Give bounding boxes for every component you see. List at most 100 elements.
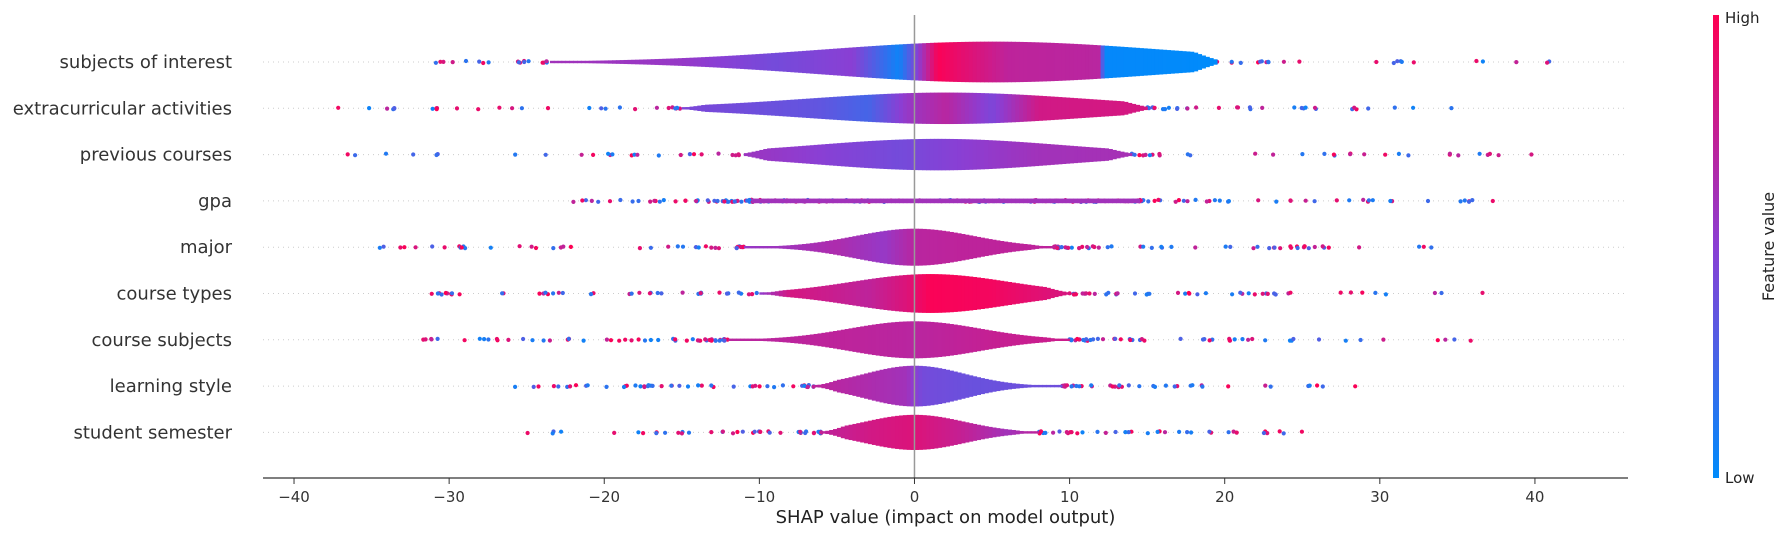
shap-dot bbox=[459, 245, 464, 250]
shap-dot bbox=[758, 429, 763, 434]
shap-dot bbox=[541, 338, 546, 343]
shap-dot bbox=[1383, 152, 1388, 157]
violin-slice bbox=[681, 58, 687, 66]
violin-slice bbox=[1003, 429, 1009, 436]
violin-slice bbox=[708, 104, 714, 113]
violin-slice bbox=[829, 429, 834, 435]
violin-slice bbox=[972, 41, 978, 83]
colorbar-high-label: High bbox=[1725, 9, 1759, 27]
feature-label: major bbox=[180, 237, 233, 258]
shap-dot bbox=[675, 244, 680, 249]
violin-slice bbox=[1123, 47, 1129, 77]
feature-label: course types bbox=[117, 284, 232, 305]
violin-slice bbox=[1050, 288, 1055, 299]
violin-slice bbox=[565, 60, 570, 64]
violin-slice bbox=[786, 336, 791, 343]
shap-dot bbox=[1281, 59, 1286, 64]
violin-slice bbox=[933, 229, 939, 265]
violin-slice bbox=[1054, 289, 1059, 298]
violin-slice bbox=[972, 277, 978, 310]
shap-dot bbox=[705, 198, 710, 203]
violin-slice bbox=[844, 329, 850, 351]
violin-slice bbox=[1104, 100, 1109, 117]
violin-slice bbox=[1007, 429, 1013, 436]
violin-slice bbox=[972, 423, 978, 441]
violin-slice bbox=[805, 198, 811, 204]
violin-slice bbox=[1003, 332, 1009, 347]
violin-slice bbox=[995, 428, 1001, 437]
violin-slice bbox=[650, 59, 656, 65]
violin-slice bbox=[755, 338, 760, 341]
shap-dot bbox=[1175, 290, 1181, 295]
violin-slice bbox=[867, 325, 873, 355]
violin-slice bbox=[988, 239, 993, 256]
violin-slice bbox=[984, 140, 989, 170]
violin-slice bbox=[860, 374, 865, 398]
violin-slice bbox=[867, 372, 873, 400]
violin-slice bbox=[875, 370, 881, 402]
violin-slice bbox=[767, 338, 772, 342]
violin-slice bbox=[980, 198, 985, 204]
feature-label: gpa bbox=[198, 191, 232, 212]
violin-slice bbox=[1015, 94, 1020, 123]
violin-slice bbox=[883, 93, 888, 123]
shap-dot bbox=[696, 245, 701, 250]
violin-slice bbox=[999, 41, 1005, 83]
violin-slice bbox=[992, 198, 997, 204]
violin-slice bbox=[949, 274, 954, 313]
violin-slice bbox=[1054, 43, 1059, 81]
violin-slice bbox=[1054, 338, 1059, 341]
violin-slice bbox=[840, 198, 846, 204]
violin-slice bbox=[875, 45, 881, 79]
violin-slice bbox=[1030, 42, 1036, 82]
violin-slice bbox=[918, 274, 923, 313]
violin-slice bbox=[875, 419, 881, 446]
violin-slice bbox=[976, 92, 981, 124]
x-tick-label: −10 bbox=[744, 488, 776, 506]
violin-slice bbox=[1197, 54, 1203, 70]
violin-slice bbox=[1116, 100, 1121, 116]
shap-dot bbox=[1207, 429, 1212, 434]
violin-slice bbox=[1061, 43, 1067, 81]
violin-slice bbox=[848, 377, 854, 395]
shap-dot bbox=[1260, 291, 1265, 296]
violin-slice bbox=[871, 140, 877, 169]
violin-slice bbox=[1061, 198, 1067, 204]
violin-slice bbox=[798, 51, 803, 73]
feature-row: student semester bbox=[73, 414, 1628, 450]
violin-slice bbox=[949, 419, 954, 446]
shap-dot bbox=[716, 246, 722, 251]
violin-slice bbox=[1085, 44, 1090, 80]
shap-dot bbox=[1263, 338, 1268, 343]
shap-dot bbox=[709, 430, 714, 435]
violin-slice bbox=[914, 228, 919, 266]
violin-slice bbox=[957, 92, 962, 124]
violin-slice bbox=[1026, 384, 1032, 388]
shap-dot bbox=[1374, 59, 1379, 65]
violin-slice bbox=[984, 278, 989, 309]
violin-slice bbox=[580, 60, 586, 64]
shap-dot bbox=[1289, 245, 1294, 250]
shap-dot bbox=[381, 244, 386, 249]
shap-dot bbox=[1425, 198, 1431, 204]
violin-slice bbox=[1034, 245, 1040, 249]
shap-dot bbox=[657, 199, 662, 204]
x-tick-label: 10 bbox=[1060, 488, 1079, 506]
violin-slice bbox=[883, 323, 888, 357]
violin-slice bbox=[1003, 93, 1009, 123]
shap-dot bbox=[476, 107, 481, 112]
shap-dot bbox=[433, 60, 438, 65]
violin-slice bbox=[708, 56, 714, 68]
violin-slice bbox=[852, 95, 857, 122]
shap-dot bbox=[544, 59, 549, 64]
violin-slice bbox=[898, 366, 904, 406]
shap-dot bbox=[560, 290, 565, 296]
violin-slice bbox=[937, 230, 943, 265]
violin-slice bbox=[1069, 145, 1075, 164]
violin-slice bbox=[1081, 146, 1086, 163]
feature-label: learning style bbox=[110, 376, 232, 397]
violin-slice bbox=[999, 198, 1005, 204]
violin-slice bbox=[701, 57, 706, 67]
violin-slice bbox=[933, 274, 939, 313]
violin-slice bbox=[755, 198, 760, 204]
